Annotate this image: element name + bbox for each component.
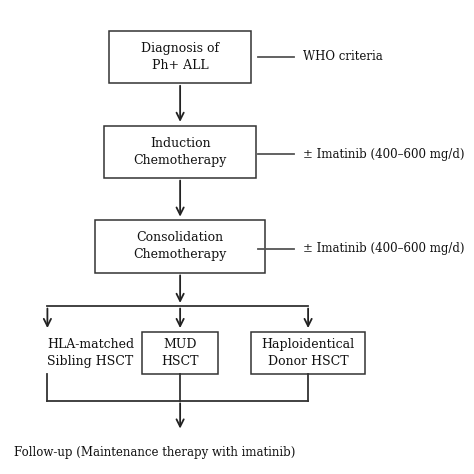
Text: Induction
Chemotherapy: Induction Chemotherapy [134,137,227,167]
Text: HLA-matched
Sibling HSCT: HLA-matched Sibling HSCT [47,338,135,368]
Text: Consolidation
Chemotherapy: Consolidation Chemotherapy [134,231,227,262]
Text: WHO criteria: WHO criteria [303,50,383,64]
Text: Diagnosis of
Ph+ ALL: Diagnosis of Ph+ ALL [141,42,219,72]
FancyBboxPatch shape [251,332,365,374]
Text: Haploidentical
Donor HSCT: Haploidentical Donor HSCT [262,338,355,368]
Text: ± Imatinib (400–600 mg/d): ± Imatinib (400–600 mg/d) [303,242,465,255]
FancyBboxPatch shape [142,332,218,374]
FancyBboxPatch shape [95,220,265,273]
Text: ± Imatinib (400–600 mg/d): ± Imatinib (400–600 mg/d) [303,147,465,161]
Text: MUD
HSCT: MUD HSCT [161,338,199,368]
FancyBboxPatch shape [104,126,256,178]
FancyBboxPatch shape [109,31,251,83]
Text: Follow-up (Maintenance therapy with imatinib): Follow-up (Maintenance therapy with imat… [14,446,296,459]
